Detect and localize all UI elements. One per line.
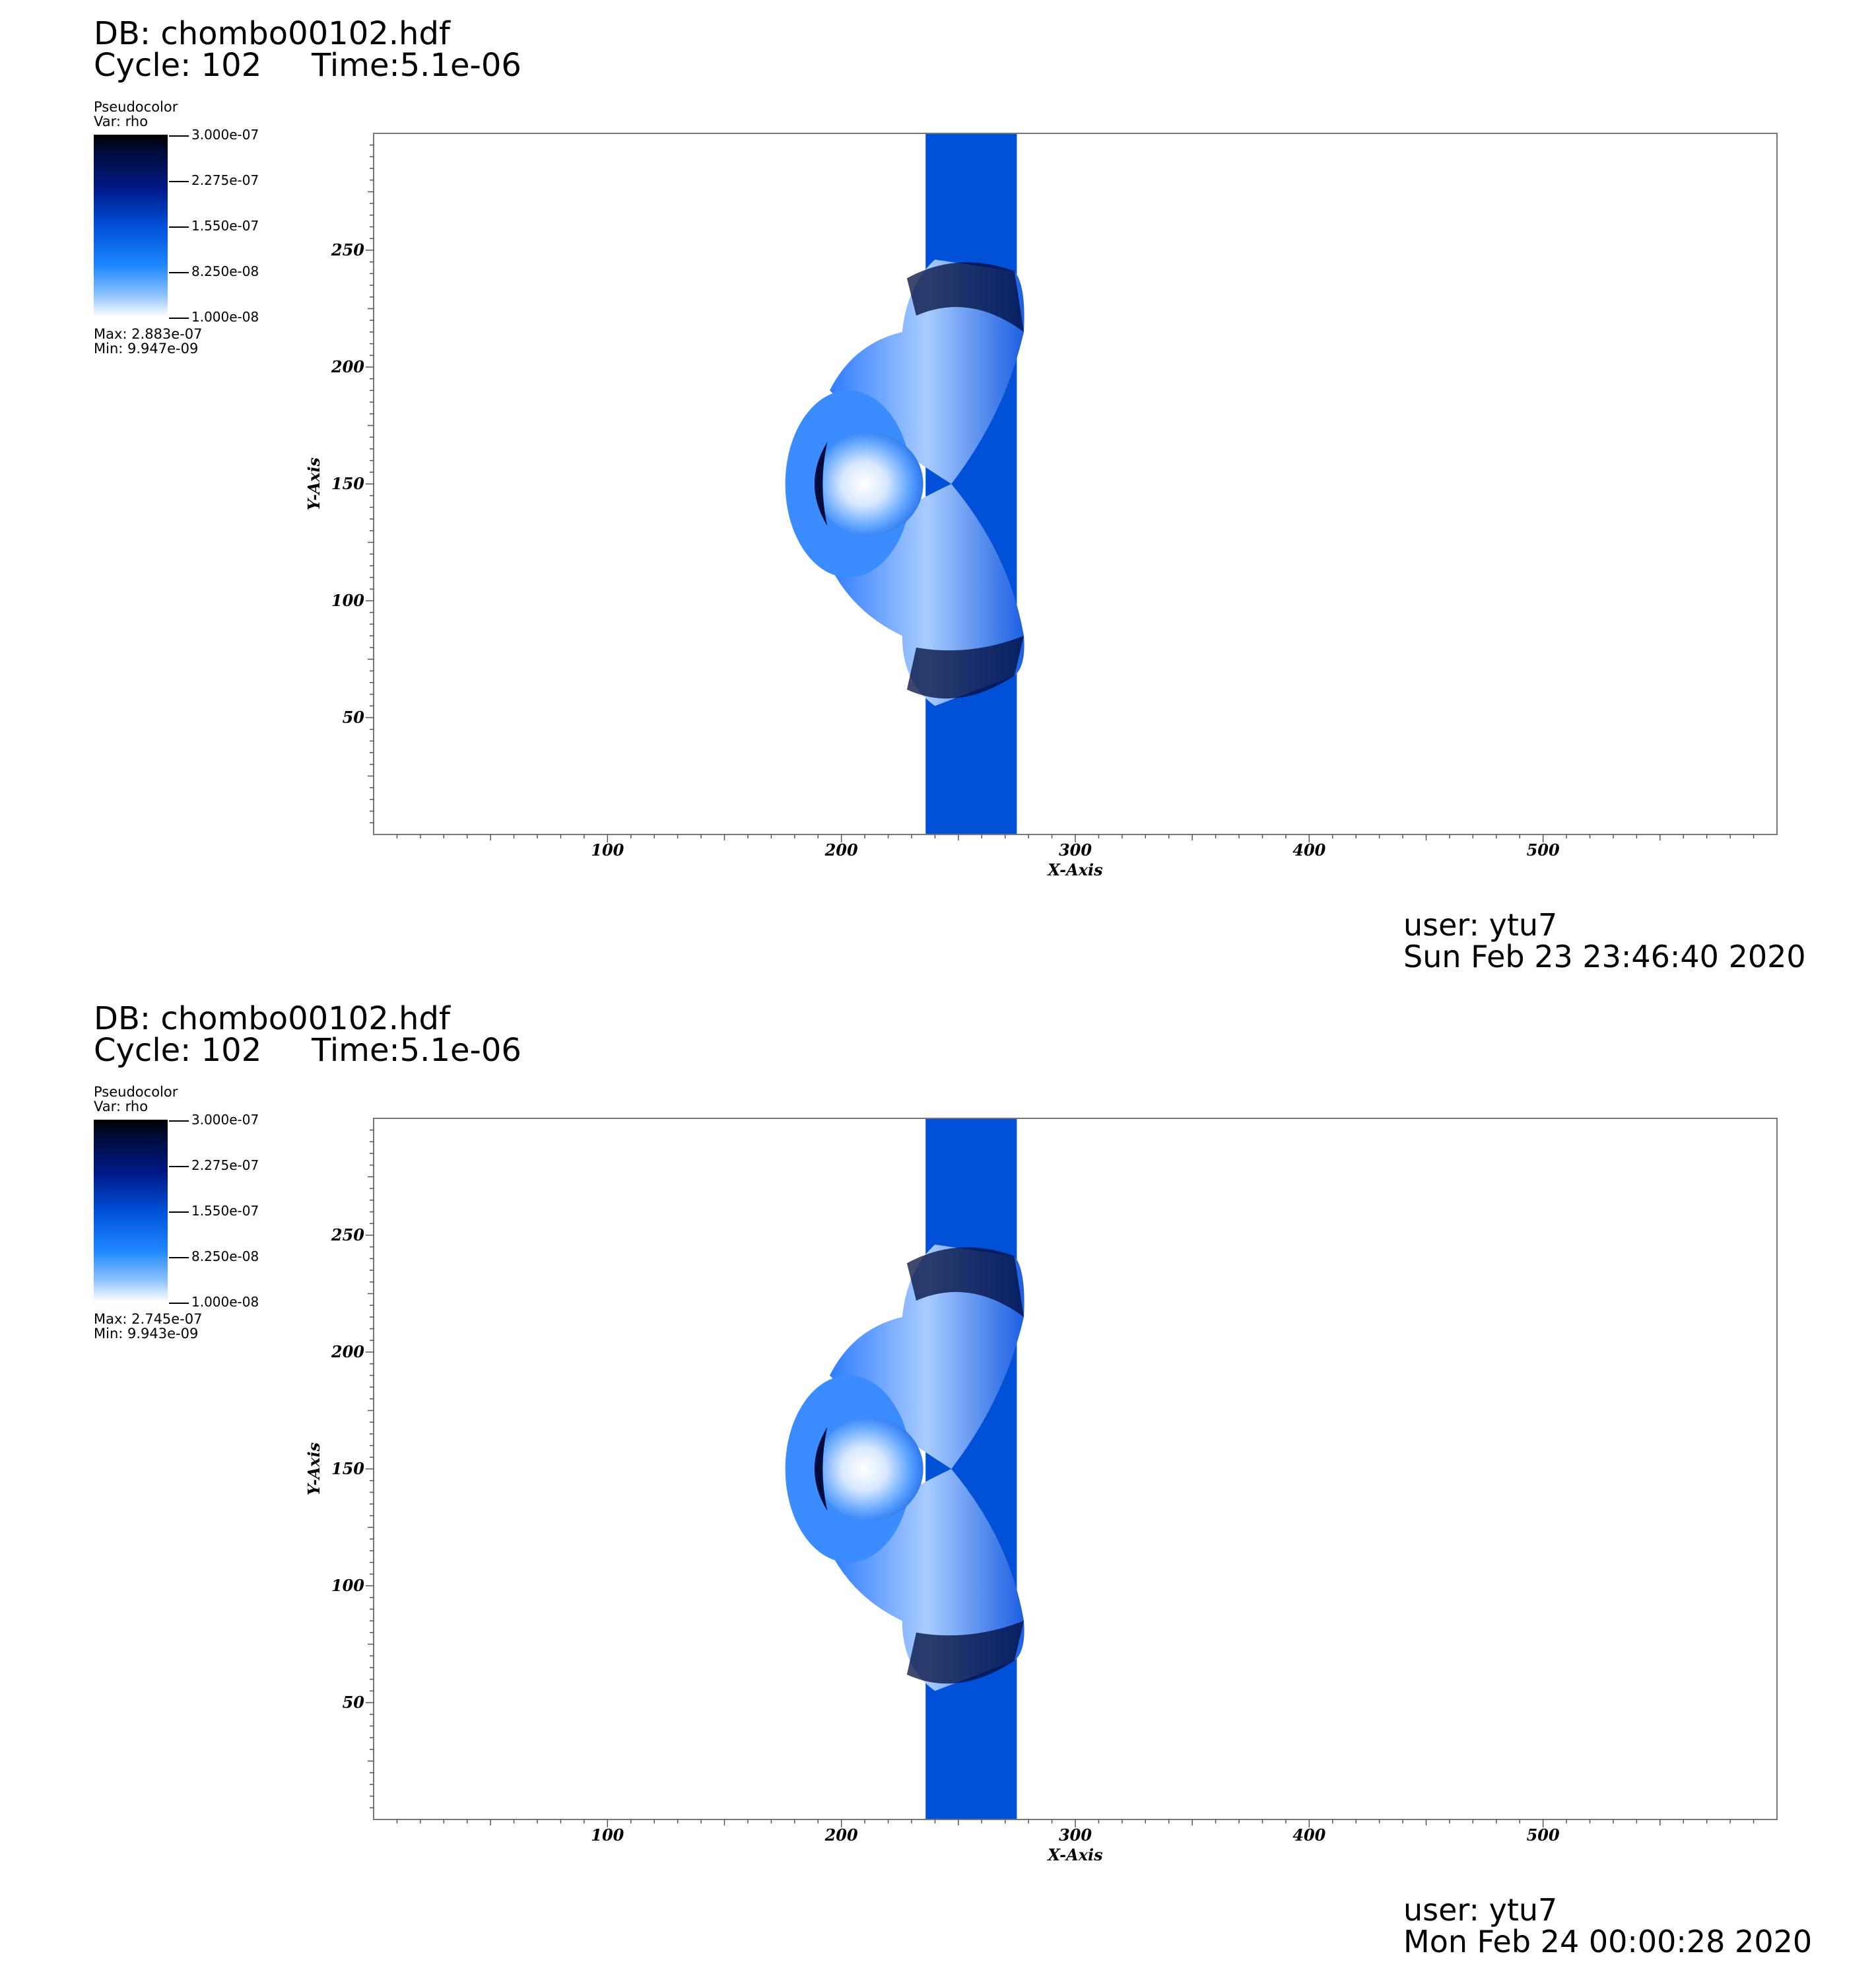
timestamp: Mon Feb 24 00:00:28 2020: [1403, 1924, 1813, 1959]
legend-var: Var: rho: [94, 1099, 149, 1114]
bubble-leading-edge: [814, 1427, 828, 1511]
user-label: user: ytu7: [1403, 907, 1558, 943]
legend-title: Pseudocolor: [94, 99, 178, 115]
upper-dense-rim: [906, 1247, 1024, 1317]
plot-frame: [373, 133, 1778, 835]
lower-dense-rim: [906, 1621, 1024, 1684]
y-tick-label: 250: [331, 1225, 364, 1244]
time-label: Time:5.1e-06: [312, 1032, 521, 1069]
db-title: DB: chombo00102.hdf: [94, 1000, 450, 1037]
legend-max: Max: 2.745e-07: [94, 1311, 203, 1327]
x-tick-label: 500: [1527, 1825, 1560, 1845]
colorbar: [94, 135, 168, 317]
colorbar-tick: 1.550e-07: [169, 219, 259, 233]
lower-dense-rim: [906, 636, 1024, 699]
bubble-leading-edge: [814, 442, 828, 526]
time-label: Time:5.1e-06: [312, 47, 521, 84]
colorbar: [94, 1120, 168, 1302]
pseudocolor-plot: 100 200 300 400 500 50 100 150 200 250 X-Axis Y-Axi…: [304, 133, 1778, 879]
plot-panel-2: DB: chombo00102.hdf Cycle: 102 Time:5.1e…: [0, 985, 1876, 1970]
x-tick-label: 500: [1527, 840, 1560, 860]
cycle-label: Cycle: 102: [94, 47, 262, 84]
colorbar-tick: 1.550e-07: [169, 1204, 259, 1218]
colorbar-tick: 8.250e-08: [169, 1249, 259, 1264]
x-tick-label: 300: [1059, 840, 1092, 860]
legend-var: Var: rho: [94, 114, 149, 129]
density-field: [785, 1118, 1024, 1819]
density-band: [925, 1118, 1017, 1819]
y-tick-label: 150: [331, 1459, 364, 1478]
x-tick-label: 100: [591, 840, 624, 860]
x-tick-label: 400: [1292, 1825, 1325, 1845]
x-axis-label: X-Axis: [1046, 860, 1103, 879]
y-tick-label: 150: [331, 474, 364, 493]
y-axis-label: Y-Axis: [304, 1442, 323, 1495]
upper-dense-rim: [906, 262, 1024, 332]
legend-title: Pseudocolor: [94, 1084, 178, 1100]
legend-max: Max: 2.883e-07: [94, 326, 203, 342]
plot-frame: [373, 1118, 1778, 1820]
colorbar-tick: 3.000e-07: [169, 1112, 259, 1127]
y-tick-label: 100: [331, 591, 364, 610]
timestamp: Sun Feb 23 23:46:40 2020: [1403, 939, 1806, 974]
colorbar-tick: 2.275e-07: [169, 173, 259, 187]
bubble-core: [815, 1417, 923, 1520]
y-axis-label: Y-Axis: [304, 457, 323, 510]
bubble-core: [815, 432, 923, 535]
user-label: user: ytu7: [1403, 1892, 1558, 1928]
y-tick-label: 50: [343, 1693, 365, 1712]
legend-min: Min: 9.943e-09: [94, 1326, 199, 1342]
plot-panel-1: DB: chombo00102.hdf Cycle: 102 Time:5.1e…: [0, 0, 1876, 985]
density-band: [925, 133, 1017, 834]
x-tick-label: 200: [824, 840, 858, 860]
colorbar-tick: 1.000e-08: [169, 1295, 259, 1309]
y-tick-label: 100: [331, 1576, 364, 1595]
x-tick-label: 300: [1059, 1825, 1092, 1845]
pseudocolor-plot: 100 200 300 400 500 50 100 150 200 250 X-Axis Y-Axi…: [304, 1118, 1778, 1864]
y-tick-label: 250: [331, 240, 364, 259]
y-tick-label: 200: [331, 357, 364, 376]
y-tick-label: 50: [343, 708, 365, 727]
colorbar-tick: 2.275e-07: [169, 1158, 259, 1172]
cycle-label: Cycle: 102: [94, 1032, 262, 1069]
x-tick-label: 100: [591, 1825, 624, 1845]
x-axis-label: X-Axis: [1046, 1845, 1103, 1864]
db-title: DB: chombo00102.hdf: [94, 15, 450, 52]
colorbar-tick: 1.000e-08: [169, 310, 259, 324]
legend-min: Min: 9.947e-09: [94, 341, 199, 357]
y-tick-label: 200: [331, 1342, 364, 1361]
density-field: [785, 133, 1024, 834]
x-tick-label: 200: [824, 1825, 858, 1845]
colorbar-tick: 3.000e-07: [169, 127, 259, 142]
x-tick-label: 400: [1292, 840, 1325, 860]
colorbar-tick: 8.250e-08: [169, 264, 259, 279]
